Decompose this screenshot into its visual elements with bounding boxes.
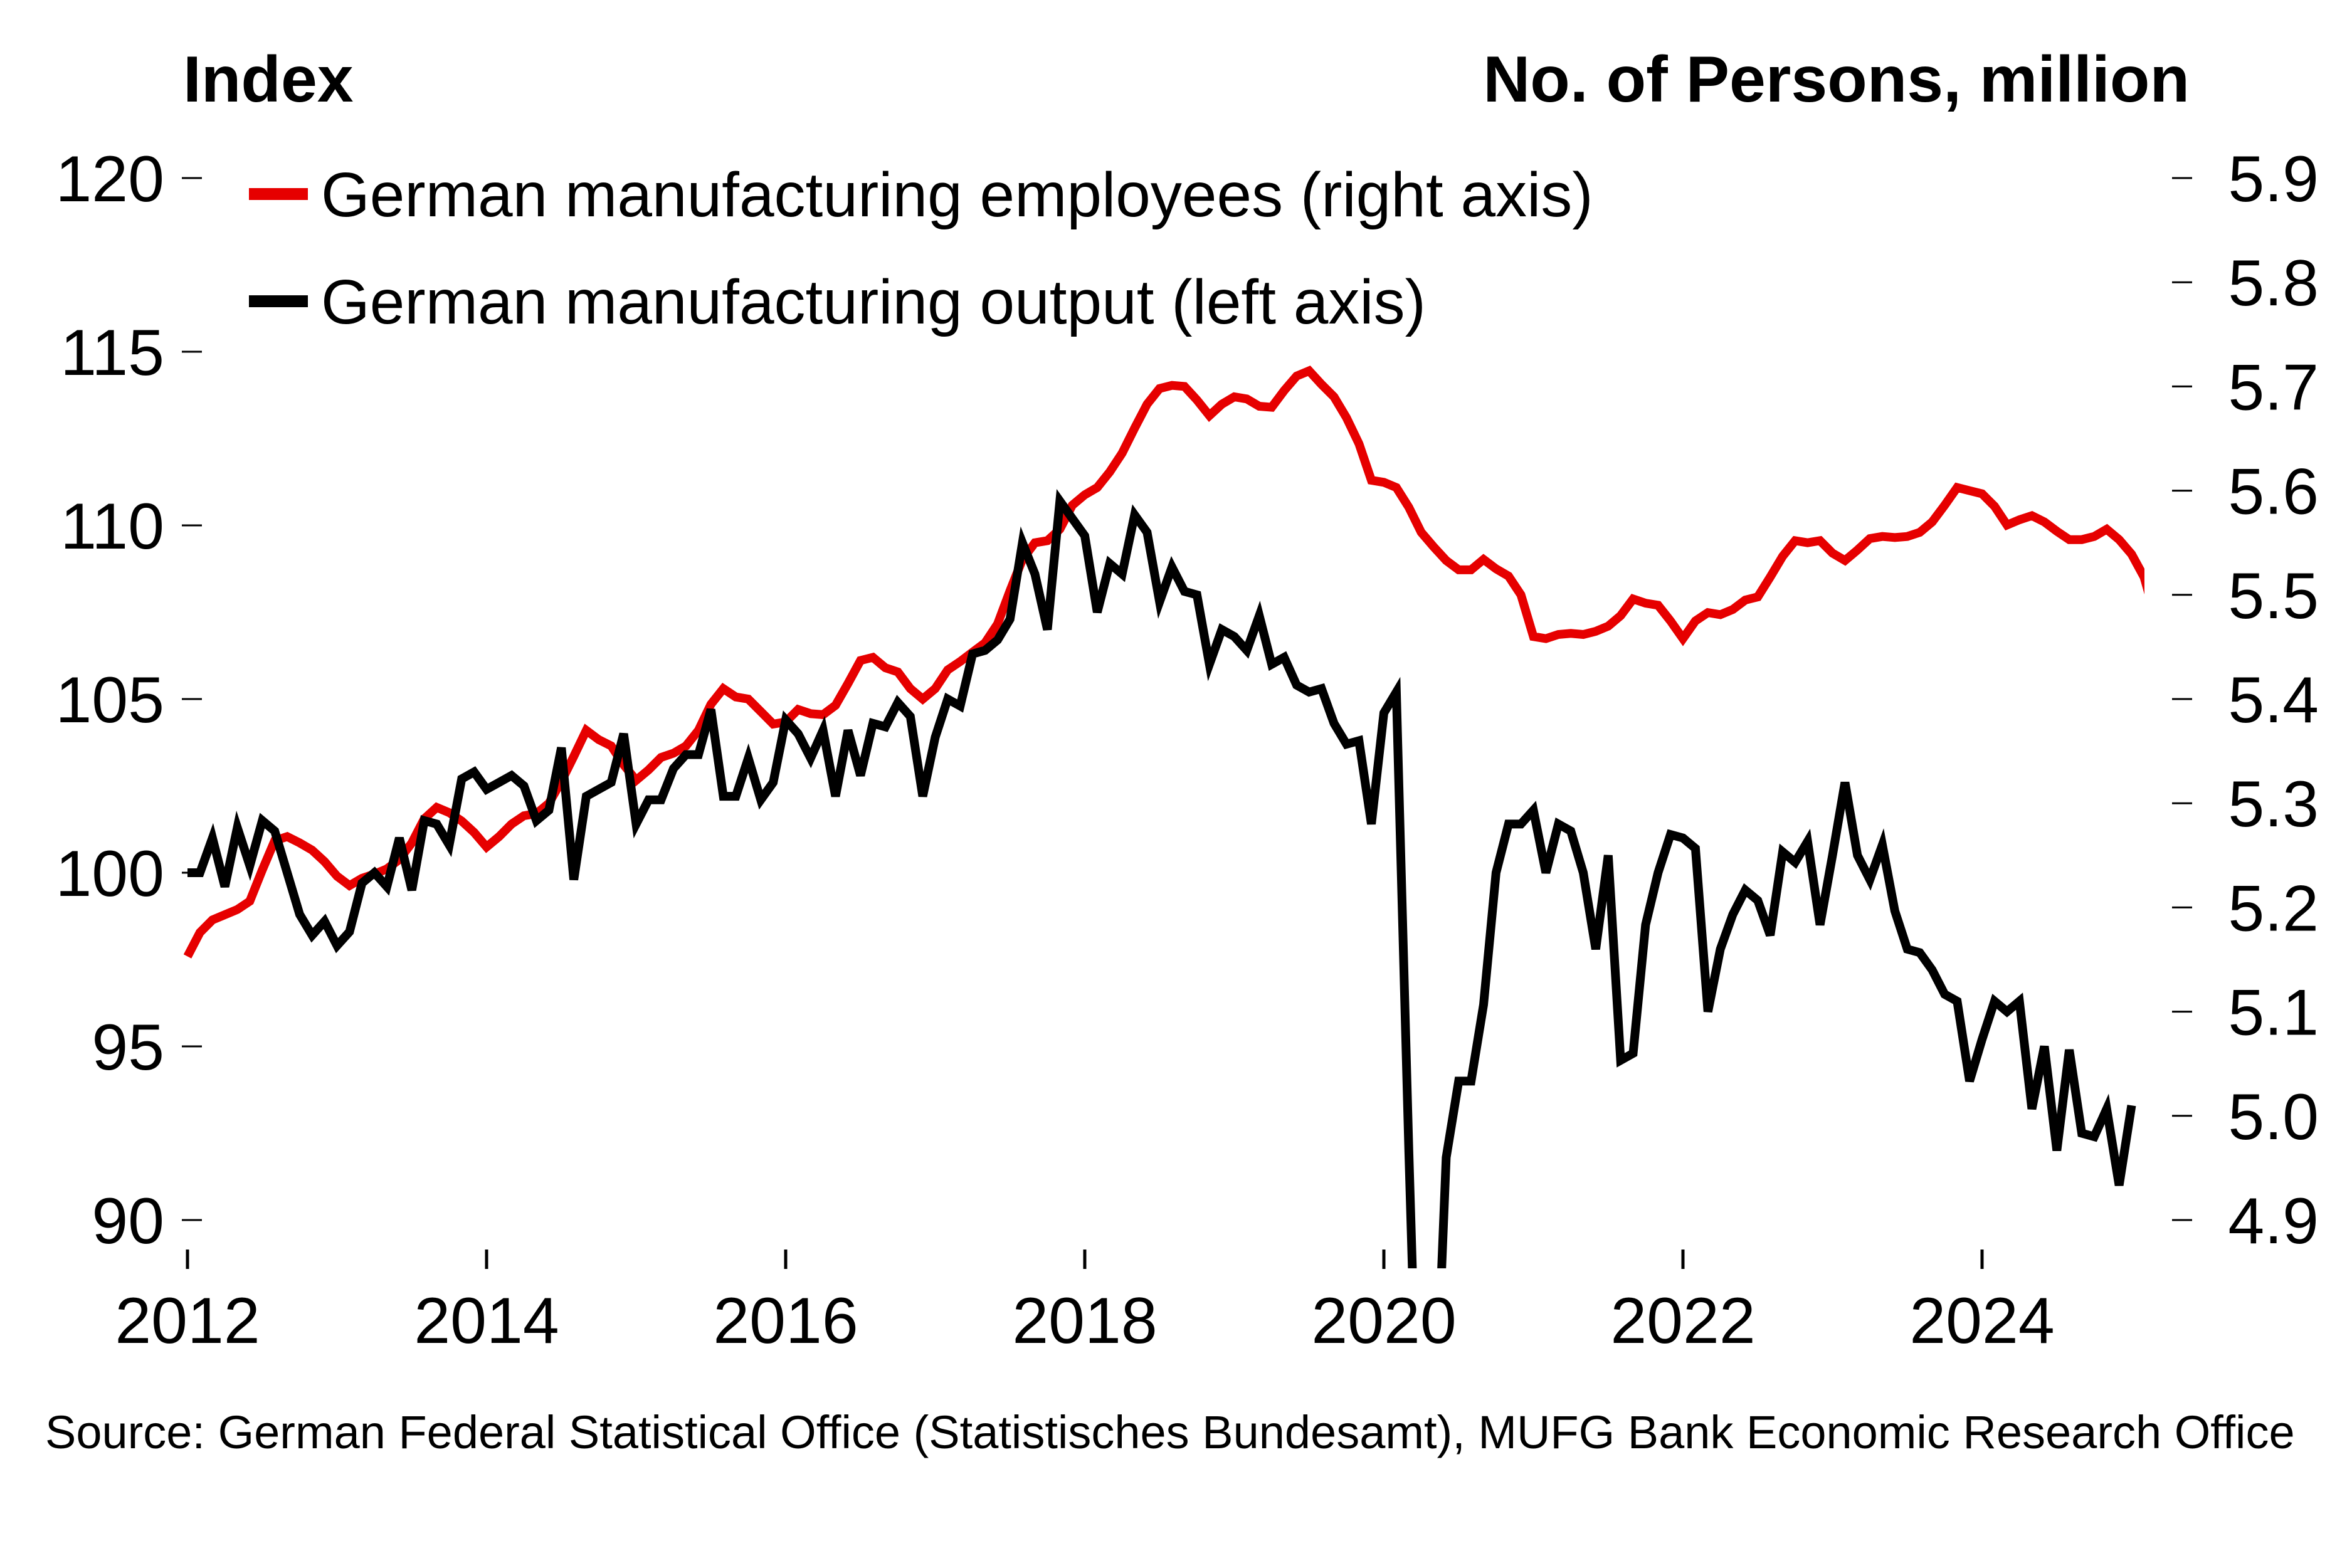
- legend-item-output: German manufacturing output (left axis): [249, 267, 1426, 337]
- x-tick-label: 2016: [713, 1285, 858, 1357]
- legend-label-employees: German manufacturing employees (right ax…: [321, 160, 1593, 230]
- series-line-output: [187, 488, 2136, 1268]
- right-tick-label: 5.1: [2228, 977, 2319, 1050]
- x-tick-label: 2024: [1909, 1285, 2054, 1357]
- right-tick-label: 5.6: [2228, 456, 2319, 529]
- legend-swatch-output: [249, 295, 308, 307]
- left-tick-label: 110: [60, 490, 164, 563]
- legend-item-employees: German manufacturing employees (right ax…: [249, 160, 1593, 230]
- left-tick-label: 100: [55, 838, 164, 910]
- x-axis: 2012 2014 2016 2018 2020 2022 2024: [115, 1250, 2055, 1357]
- legend-label-output: German manufacturing output (left axis): [321, 267, 1426, 337]
- left-axis-title: Index: [183, 43, 354, 116]
- x-tick-label: 2018: [1012, 1285, 1157, 1357]
- x-tick-label: 2014: [414, 1285, 559, 1357]
- right-axis: 4.9 5.0 5.1 5.2 5.3 5.4 5.5 5.6 5.7 5.8 5.9: [2172, 143, 2319, 1258]
- left-tick-label: 115: [60, 317, 164, 389]
- right-tick-label: 5.4: [2228, 664, 2319, 737]
- right-tick-label: 4.9: [2228, 1185, 2319, 1258]
- x-tick-label: 2022: [1610, 1285, 1755, 1357]
- left-tick-label: 90: [92, 1185, 164, 1258]
- left-tick-label: 105: [55, 664, 164, 737]
- right-tick-label: 5.9: [2228, 143, 2319, 216]
- legend: German manufacturing employees (right ax…: [249, 160, 1593, 337]
- legend-swatch-employees: [249, 188, 308, 200]
- source-note: Source: German Federal Statistical Offic…: [45, 1406, 2295, 1458]
- right-tick-label: 5.8: [2228, 247, 2319, 320]
- left-tick-label: 95: [92, 1011, 164, 1084]
- right-tick-label: 5.5: [2228, 560, 2319, 633]
- left-axis: 90 95 100 105 110 115 120: [55, 143, 202, 1258]
- right-tick-label: 5.3: [2228, 768, 2319, 841]
- right-tick-label: 5.0: [2228, 1081, 2319, 1154]
- right-tick-label: 5.2: [2228, 872, 2319, 945]
- right-axis-title: No. of Persons, million: [1483, 43, 2190, 116]
- left-tick-label: 120: [55, 143, 164, 216]
- x-tick-label: 2020: [1311, 1285, 1456, 1357]
- right-tick-label: 5.7: [2228, 351, 2319, 424]
- x-tick-label: 2012: [115, 1285, 260, 1357]
- series-line-employees: [183, 366, 2144, 959]
